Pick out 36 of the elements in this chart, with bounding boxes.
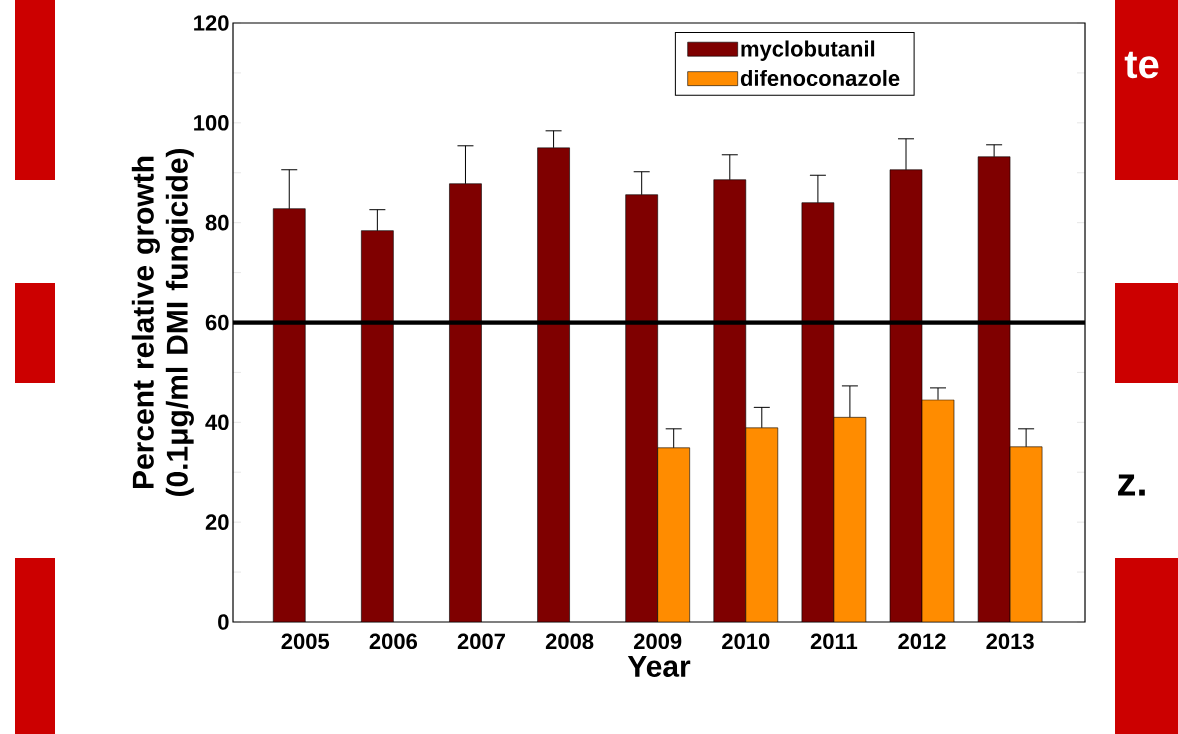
x-axis-title: Year xyxy=(627,656,691,677)
bar xyxy=(272,208,306,622)
bar xyxy=(657,447,690,622)
y-tick-label: 120 xyxy=(194,15,229,31)
bar xyxy=(921,399,955,622)
legend-label: difenoconazole xyxy=(740,69,900,87)
x-tick-label: 2011 xyxy=(810,633,858,650)
bar xyxy=(713,179,747,622)
x-tick-label: 2008 xyxy=(545,633,594,650)
bar xyxy=(537,147,570,622)
x-tick-label: 2006 xyxy=(369,633,418,650)
bar xyxy=(833,417,867,622)
text: te xyxy=(1124,51,1159,79)
x-tick-label: 2013 xyxy=(986,633,1034,650)
y-tick-label: 80 xyxy=(205,214,229,231)
y-axis-title: Percent relative growth (0.1μg/ml DMI fungicide) xyxy=(131,148,194,497)
y-tick-label: 20 xyxy=(205,514,229,530)
bar xyxy=(449,183,482,622)
legend-label: myclobutanil xyxy=(741,40,875,61)
bar xyxy=(889,169,923,622)
x-tick-label: 2012 xyxy=(898,633,946,650)
text: z. xyxy=(1118,474,1145,496)
bar xyxy=(1009,446,1043,622)
y-tick-label: 100 xyxy=(194,115,229,131)
x-tick-label: 2009 xyxy=(633,633,682,650)
bar xyxy=(625,194,658,622)
x-tick-label: 2005 xyxy=(281,633,330,650)
bar xyxy=(361,230,394,622)
bar xyxy=(745,427,779,622)
x-tick-label: 2007 xyxy=(457,633,505,650)
x-tick-label: 2010 xyxy=(722,633,770,650)
y-tick-label: 40 xyxy=(205,414,229,431)
y-tick-label: 0 xyxy=(218,614,229,630)
y-tick-label: 60 xyxy=(205,314,229,331)
bar xyxy=(801,202,835,622)
bar xyxy=(977,156,1011,622)
